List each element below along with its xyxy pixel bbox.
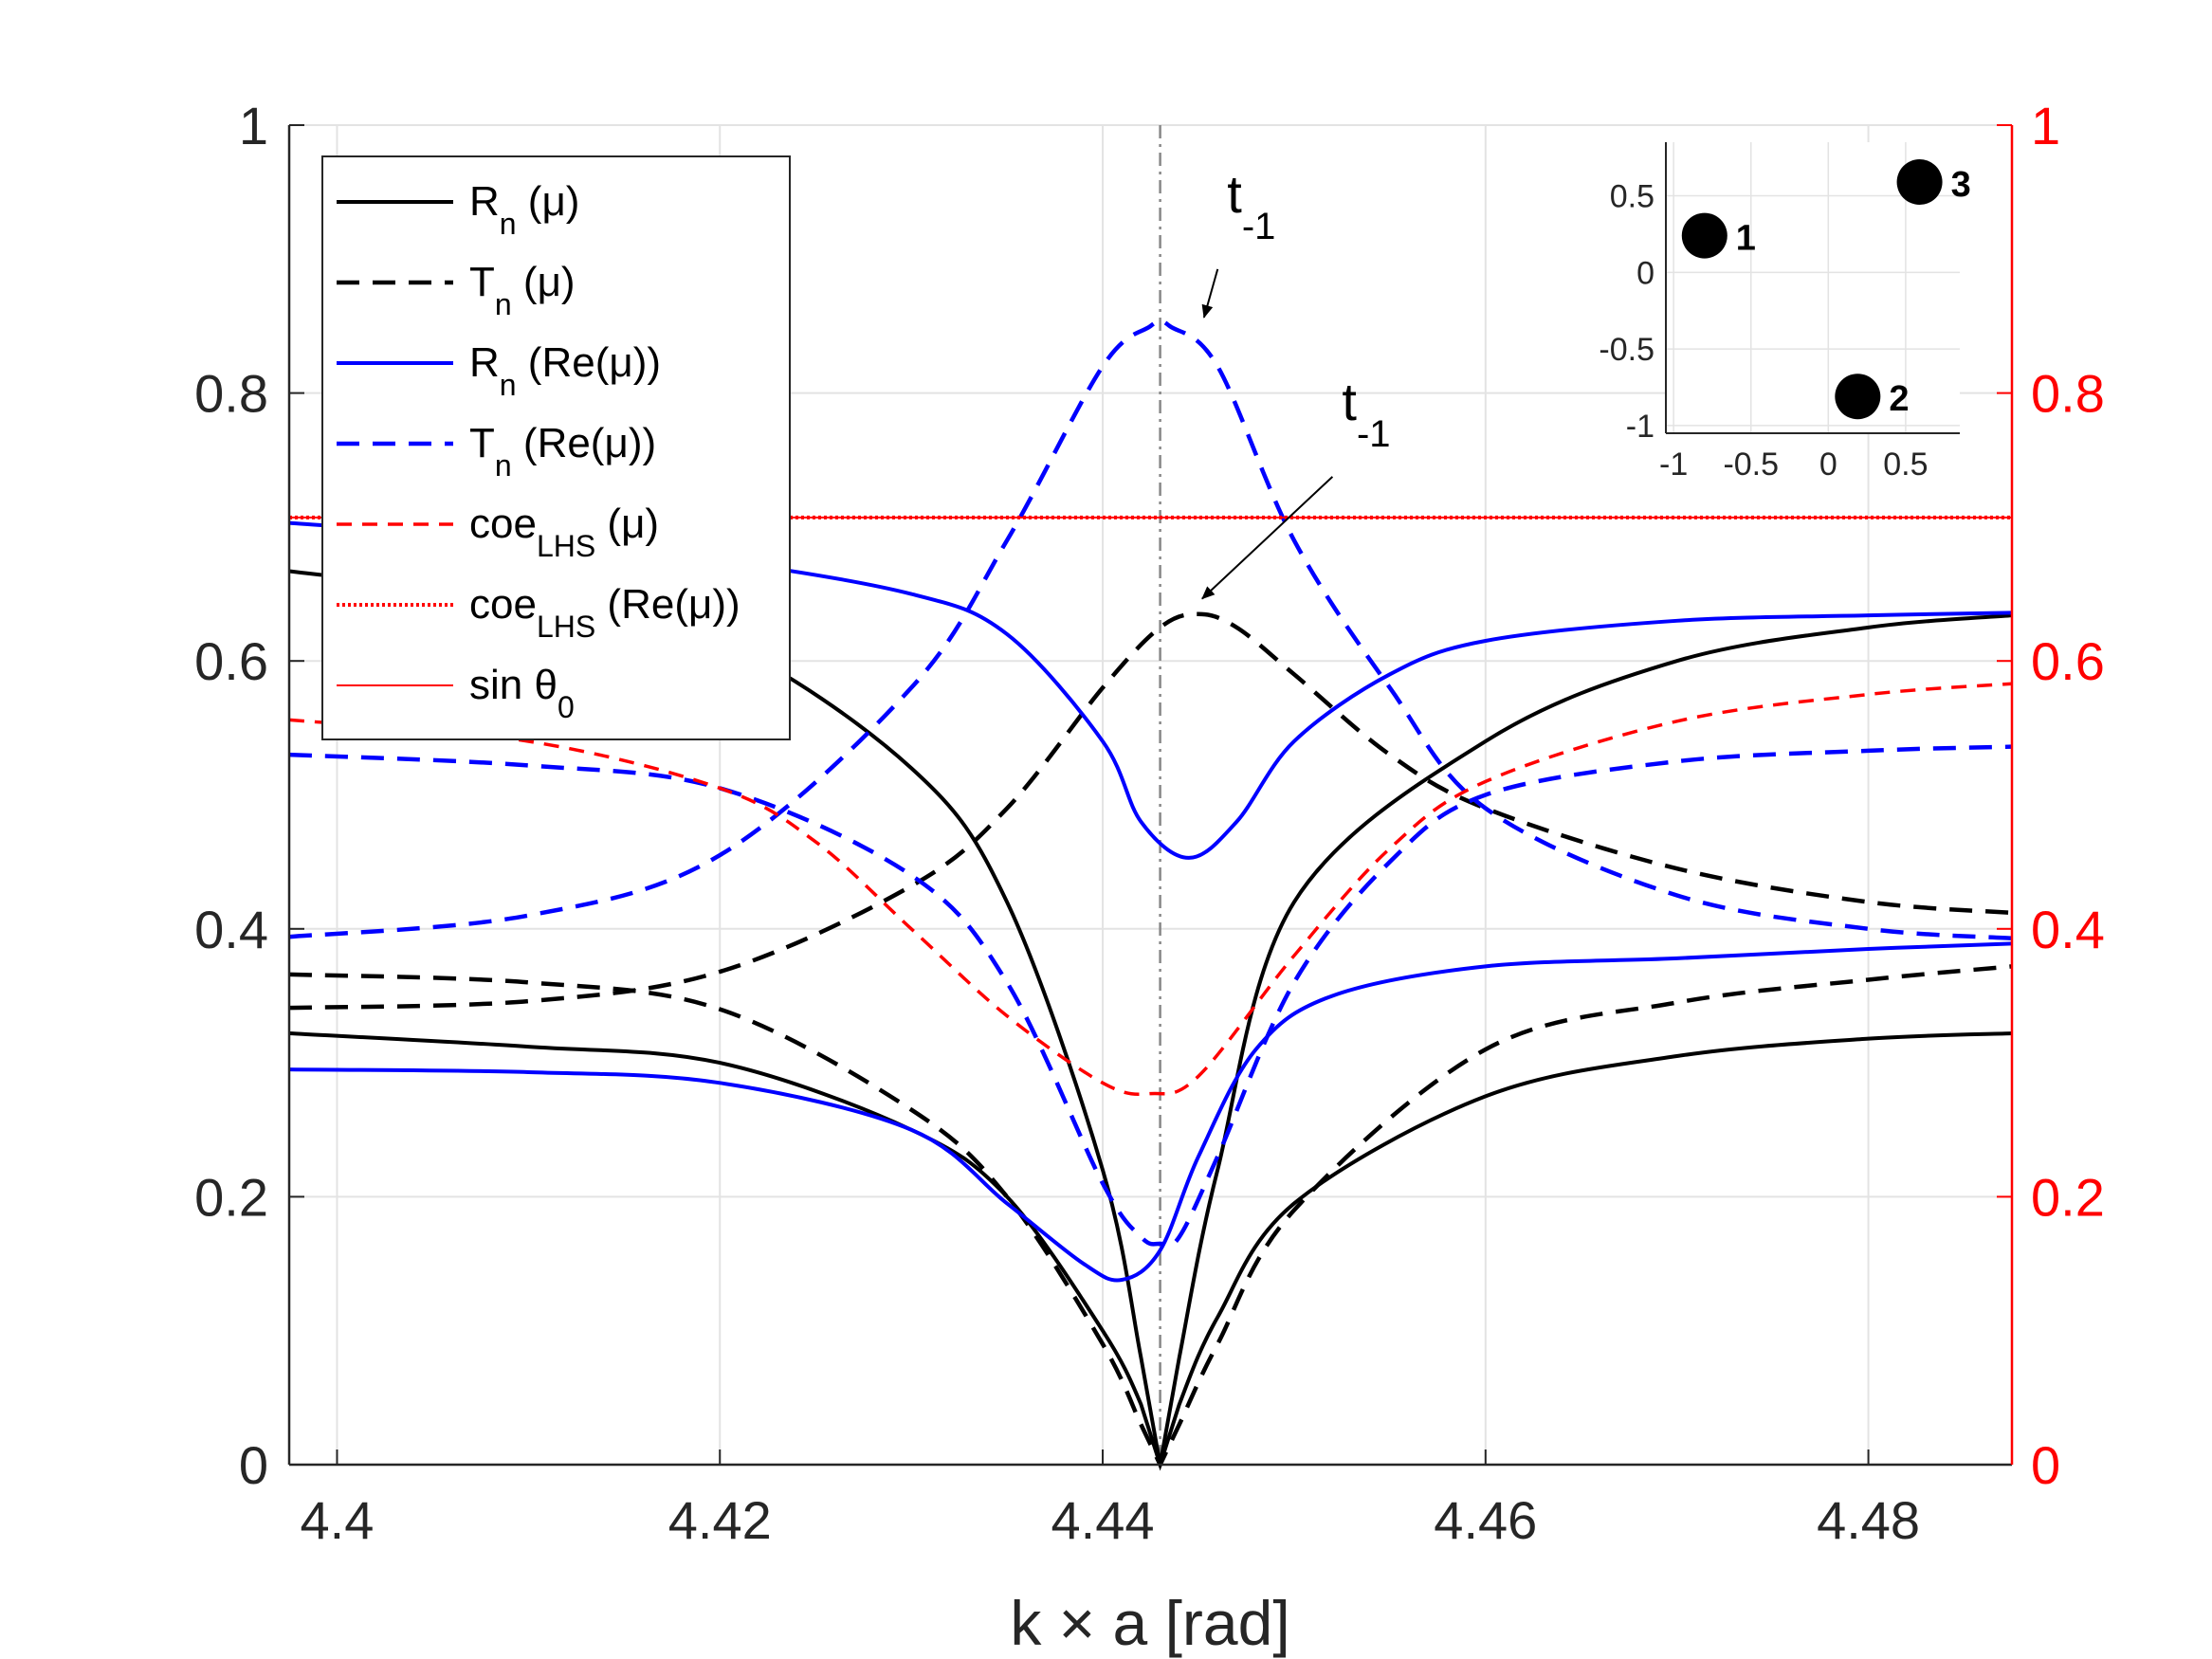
x-tick-label: 4.44 bbox=[1051, 1490, 1155, 1550]
series-line-Tn_mu_a bbox=[288, 611, 2013, 1011]
inset-tick-labels: -1 -0.5 0 0.5 -1 -0.5 0 0.5 bbox=[1599, 179, 1928, 483]
y2-tick-label: 0.2 bbox=[2031, 1167, 2105, 1227]
y2-tick-label: 0.6 bbox=[2031, 631, 2105, 691]
annotation-label-1: t-1 bbox=[1227, 164, 1275, 247]
y2-tick-label: 0.8 bbox=[2031, 364, 2105, 424]
x-tick-label: 4.46 bbox=[1434, 1490, 1537, 1550]
annotation-label-2: t-1 bbox=[1342, 372, 1390, 455]
inset-y-tick-label: 0.5 bbox=[1610, 179, 1654, 215]
inset-y-tick-label: -0.5 bbox=[1599, 332, 1654, 368]
series-line-Rn_re_b bbox=[288, 941, 2013, 1283]
series-layer bbox=[288, 125, 2013, 1471]
y-tick-label: 1 bbox=[239, 96, 268, 155]
x-tick-label: 4.4 bbox=[301, 1490, 375, 1550]
y2-tick-label: 0 bbox=[2031, 1435, 2060, 1495]
inset-point-label-1: 1 bbox=[1736, 219, 1756, 259]
y-tick-label: 0.6 bbox=[194, 631, 268, 691]
axes bbox=[287, 125, 2014, 1467]
x-axis-label: k × a [rad] bbox=[1010, 1588, 1289, 1658]
legend-label-coe_mu: coeLHS (μ) bbox=[469, 501, 659, 563]
legend-label-sin_theta: sin θ0 bbox=[469, 662, 575, 724]
legend-label-Tn_re_a: Tn (Re(μ)) bbox=[469, 420, 656, 483]
inset-grid bbox=[1666, 142, 1960, 433]
legend-label-Tn_mu_a: Tn (μ) bbox=[469, 259, 576, 321]
x-tick-label: 4.42 bbox=[668, 1490, 772, 1550]
inset-plot: -1 -0.5 0 0.5 -1 -0.5 0 0.5 1 2 3 bbox=[1599, 142, 1971, 483]
annotation-arrow-2 bbox=[1201, 476, 1334, 600]
y-tick-labels: 0 0.2 0.4 0.6 0.8 1 bbox=[194, 96, 268, 1495]
series-line-coe_mu bbox=[288, 682, 2013, 1097]
x-tick-label: 4.48 bbox=[1817, 1490, 1920, 1550]
y-tick-label: 0.2 bbox=[194, 1167, 268, 1227]
legend-label-Rn_re_a: Rn (Re(μ)) bbox=[469, 339, 661, 402]
series-line-Tn_re_b bbox=[288, 744, 2013, 1249]
y2-tick-label: 1 bbox=[2031, 96, 2060, 155]
y2-tick-label: 0.4 bbox=[2031, 900, 2105, 959]
inset-y-tick-label: 0 bbox=[1636, 255, 1654, 291]
annotation-arrow-1 bbox=[1201, 268, 1219, 319]
legend: Rn (μ) Tn (μ) Rn (Re(μ)) Tn (Re(μ)) coeLHS (… bbox=[321, 155, 791, 740]
y-tick-label: 0 bbox=[239, 1435, 268, 1495]
legend-label-coe_re: coeLHS (Re(μ)) bbox=[469, 581, 740, 644]
inset-y-tick-label: -1 bbox=[1626, 409, 1654, 445]
y-tick-label: 0.8 bbox=[194, 364, 268, 424]
x-tick-labels: 4.4 4.42 4.44 4.46 4.48 bbox=[301, 1490, 1921, 1550]
inset-point-1 bbox=[1681, 212, 1728, 259]
y2-tick-labels: 0 0.2 0.4 0.6 0.8 1 bbox=[2031, 96, 2105, 1495]
inset-points: 1 2 3 bbox=[1681, 159, 1971, 420]
inset-x-tick-label: -1 bbox=[1659, 447, 1688, 483]
legend-box bbox=[321, 155, 791, 740]
legend-label-Rn_mu_a: Rn (μ) bbox=[469, 178, 579, 241]
annotations: t-1 t-1 bbox=[1201, 164, 1391, 600]
series-line-Tn_re_a bbox=[288, 319, 2013, 940]
inset-point-3 bbox=[1896, 159, 1943, 206]
inset-x-tick-label: 0.5 bbox=[1883, 447, 1928, 483]
series-line-Rn_mu_b bbox=[288, 1031, 2013, 1471]
inset-x-tick-label: 0 bbox=[1819, 447, 1837, 483]
y-tick-label: 0.4 bbox=[194, 900, 268, 959]
inset-point-label-3: 3 bbox=[1951, 165, 1971, 205]
inset-point-label-2: 2 bbox=[1889, 379, 1909, 419]
inset-point-2 bbox=[1835, 374, 1881, 420]
inset-x-tick-label: -0.5 bbox=[1723, 447, 1779, 483]
